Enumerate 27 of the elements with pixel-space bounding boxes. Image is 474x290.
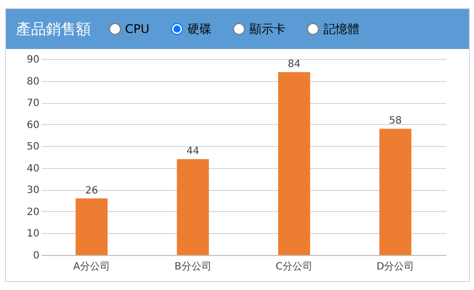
text: CPU [125,22,150,36]
x-tick-label: A分公司 [73,260,110,272]
y-tick-label: 70 [26,98,40,110]
data-label: 84 [288,59,300,70]
data-label: 58 [389,116,402,127]
y-tick-label: 10 [26,228,40,240]
y-tick-label: 20 [26,206,40,218]
y-tick-label: 40 [26,163,40,174]
text: 顯示卡 [249,20,286,38]
y-tick-label: 60 [26,120,40,131]
y-tick-label: 30 [26,185,40,196]
chart-title: 產品銷售額 [16,20,91,38]
x-tick-label: C分公司 [276,260,313,272]
x-tick-label: D分公司 [376,260,414,272]
bar [379,128,412,255]
y-tick-label: 90 [26,54,40,66]
text: 記憶體 [323,20,360,38]
y-tick-label: 0 [33,250,40,262]
y-tick-label: 80 [26,76,40,88]
x-tick-label: B分公司 [174,260,212,272]
bar [278,72,310,255]
text: 硬碟 [187,20,212,38]
y-tick-label: 50 [26,142,40,153]
bar [76,198,108,255]
bar [176,159,209,255]
data-label: 44 [186,146,200,158]
data-label: 26 [85,185,98,196]
